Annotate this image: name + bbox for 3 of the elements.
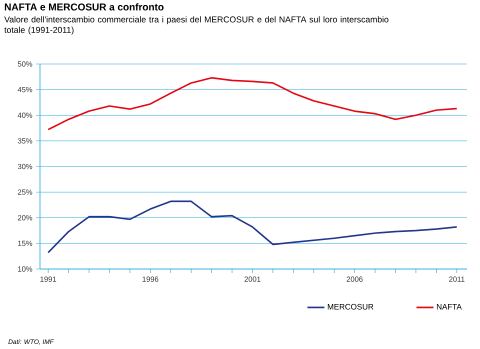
chart-subtitle: Valore dell'interscambio commerciale tra i paesi del MERCOSUR e del NAFTA sul loro interscambio totale (1991-2011) — [4, 16, 388, 35]
line-series — [47, 77, 458, 130]
chart-title: NAFTA e MERCOSUR a confronto — [4, 3, 164, 11]
